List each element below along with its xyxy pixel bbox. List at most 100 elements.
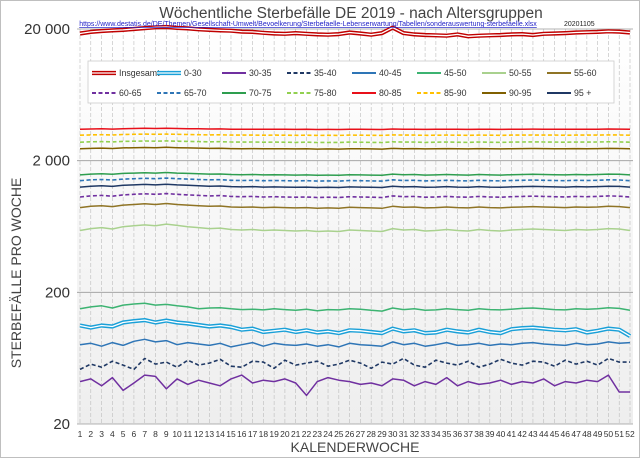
legend-item: 95 + bbox=[547, 88, 591, 98]
legend-item: 55-60 bbox=[547, 68, 597, 78]
x-tick-label: 21 bbox=[291, 429, 301, 439]
series-path bbox=[79, 146, 631, 150]
series-line-inner bbox=[79, 319, 631, 337]
series-path bbox=[79, 140, 631, 144]
x-tick-label: 15 bbox=[226, 429, 236, 439]
x-tick-label: 2 bbox=[88, 429, 93, 439]
series-path bbox=[79, 302, 631, 312]
x-tick-label: 33 bbox=[420, 429, 430, 439]
series-path bbox=[79, 133, 631, 137]
source-link[interactable]: https://www.destatis.de/DE/Themen/Gesell… bbox=[79, 21, 537, 28]
series-line bbox=[79, 192, 631, 199]
series-path bbox=[79, 127, 631, 131]
x-tick-label: 20 bbox=[280, 429, 290, 439]
legend-label: 90-95 bbox=[509, 88, 532, 98]
legend-item: 40-45 bbox=[352, 68, 402, 78]
x-tick-label: 41 bbox=[507, 429, 517, 439]
legend-label: 80-85 bbox=[379, 88, 402, 98]
series-line bbox=[79, 140, 631, 144]
legend-item: 0-30 bbox=[157, 68, 202, 78]
series-line bbox=[79, 183, 631, 189]
y-tick-label: 2 000 bbox=[32, 153, 70, 170]
legend-label: 55-60 bbox=[574, 68, 597, 78]
series-path bbox=[79, 374, 630, 397]
series-path bbox=[79, 183, 631, 189]
series-path bbox=[79, 357, 630, 371]
series-line bbox=[79, 374, 630, 397]
x-tick-label: 35 bbox=[442, 429, 452, 439]
legend-label: 65-70 bbox=[184, 88, 207, 98]
legend-label: 35-40 bbox=[314, 68, 337, 78]
x-tick-label: 51 bbox=[614, 429, 624, 439]
x-tick-label: 43 bbox=[528, 429, 538, 439]
x-tick-label: 46 bbox=[561, 429, 571, 439]
x-tick-label: 27 bbox=[356, 429, 366, 439]
x-tick-label: 32 bbox=[410, 429, 420, 439]
legend-item: 85-90 bbox=[417, 88, 467, 98]
legend-item: 75-80 bbox=[287, 88, 337, 98]
x-tick-label: 1 bbox=[78, 429, 83, 439]
legend-item: 30-35 bbox=[222, 68, 272, 78]
series-line bbox=[79, 127, 631, 131]
x-tick-label: 12 bbox=[194, 429, 204, 439]
legend-label: 85-90 bbox=[444, 88, 467, 98]
y-tick-label: 20 bbox=[53, 416, 70, 433]
series-line bbox=[79, 202, 631, 210]
legend-item: 80-85 bbox=[352, 88, 402, 98]
x-tick-label: 5 bbox=[121, 429, 126, 439]
x-tick-label: 9 bbox=[164, 429, 169, 439]
series-line bbox=[79, 24, 631, 39]
y-tick-label: 200 bbox=[45, 284, 70, 301]
legend-item: 90-95 bbox=[482, 88, 532, 98]
x-tick-label: 25 bbox=[334, 429, 344, 439]
series-line bbox=[79, 171, 631, 176]
series-path bbox=[79, 338, 631, 348]
legend-item: 70-75 bbox=[222, 88, 272, 98]
x-tick-label: 18 bbox=[259, 429, 269, 439]
x-tick-label: 47 bbox=[571, 429, 581, 439]
source-date: 20201105 bbox=[564, 21, 595, 28]
legend-item: Insgesamt bbox=[92, 68, 160, 78]
series-line bbox=[79, 146, 631, 150]
legend-label: 0-30 bbox=[184, 68, 202, 78]
series-path bbox=[79, 223, 631, 233]
x-tick-label: 34 bbox=[431, 429, 441, 439]
legend-item: 45-50 bbox=[417, 68, 467, 78]
legend-label: 50-55 bbox=[509, 68, 532, 78]
x-tick-label: 8 bbox=[153, 429, 158, 439]
series-path bbox=[79, 177, 631, 182]
x-tick-label: 24 bbox=[323, 429, 333, 439]
x-tick-label: 30 bbox=[388, 429, 398, 439]
series-line bbox=[79, 302, 631, 312]
legend-label: 40-45 bbox=[379, 68, 402, 78]
legend-item: 60-65 bbox=[92, 88, 142, 98]
series-line bbox=[79, 177, 631, 182]
x-tick-label: 38 bbox=[474, 429, 484, 439]
x-tick-label: 29 bbox=[377, 429, 387, 439]
x-tick-label: 3 bbox=[99, 429, 104, 439]
x-tick-label: 28 bbox=[366, 429, 376, 439]
legend-label: 70-75 bbox=[249, 88, 272, 98]
x-tick-label: 6 bbox=[132, 429, 137, 439]
x-tick-label: 4 bbox=[110, 429, 115, 439]
x-tick-label: 26 bbox=[345, 429, 355, 439]
x-tick-label: 11 bbox=[183, 429, 192, 439]
chart-title: Wöchentliche Sterbefälle DE 2019 - nach … bbox=[159, 5, 542, 22]
x-tick-label: 31 bbox=[399, 429, 409, 439]
legend-label: 45-50 bbox=[444, 68, 467, 78]
x-tick-label: 10 bbox=[172, 429, 182, 439]
legend-box bbox=[87, 60, 615, 104]
legend-label: 30-35 bbox=[249, 68, 272, 78]
legend-item: 65-70 bbox=[157, 88, 207, 98]
x-tick-label: 49 bbox=[593, 429, 603, 439]
y-tick-label: 20 000 bbox=[24, 21, 70, 38]
x-tick-label: 44 bbox=[539, 429, 549, 439]
legend-label: 95 + bbox=[574, 88, 591, 98]
x-tick-label: 36 bbox=[453, 429, 463, 439]
legend-label: 75-80 bbox=[314, 88, 337, 98]
series-line bbox=[79, 223, 631, 233]
series-line bbox=[79, 318, 632, 338]
x-tick-label: 52 bbox=[625, 429, 635, 439]
